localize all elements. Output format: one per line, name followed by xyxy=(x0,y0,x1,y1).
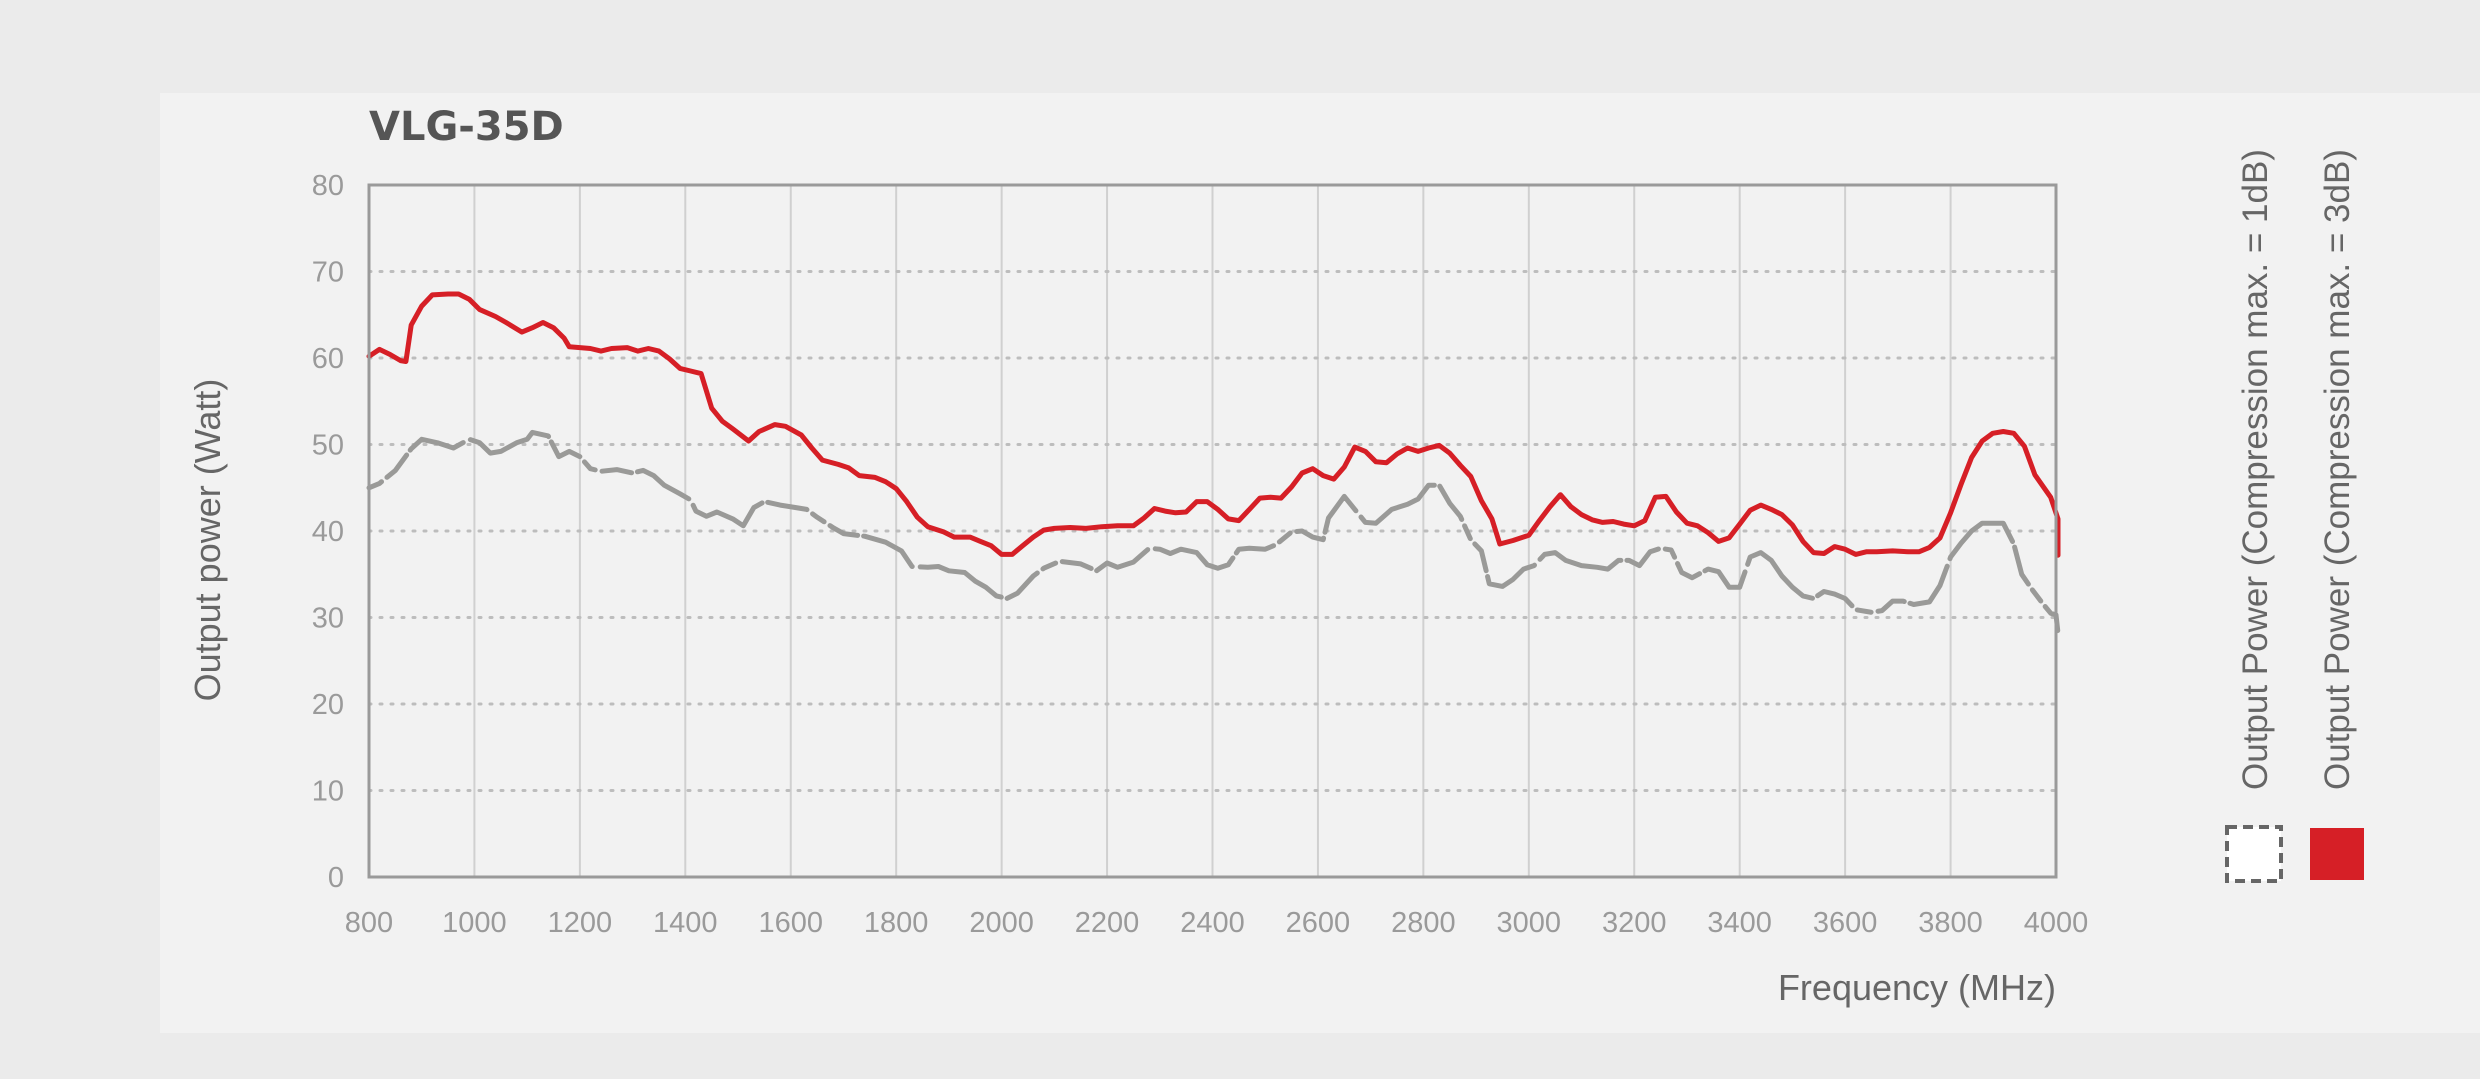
x-tick-label: 800 xyxy=(345,907,393,939)
series-line-3db xyxy=(366,291,2061,558)
x-tick-label: 3000 xyxy=(1497,907,1562,939)
x-tick-label: 2200 xyxy=(1075,907,1140,939)
chart-panel xyxy=(160,93,2480,1033)
x-tick-label: 3400 xyxy=(1707,907,1772,939)
x-tick-label: 2800 xyxy=(1391,907,1456,939)
x-tick-label: 1200 xyxy=(548,907,613,939)
x-tick-label: 4000 xyxy=(2024,907,2089,939)
x-tick-label: 1600 xyxy=(758,907,823,939)
y-tick-label: 70 xyxy=(312,257,344,289)
y-tick-label: 30 xyxy=(312,603,344,635)
tick-labels: 800 1000 1200 1400 1600 1800 2000 2200 2400 2600 2… xyxy=(312,170,2089,939)
chart-title: VLG-35D xyxy=(369,104,564,150)
y-tick-label: 0 xyxy=(328,862,344,894)
y-tick-label: 50 xyxy=(312,430,344,462)
y-axis-label: Output power (Watt) xyxy=(187,379,228,702)
x-axis-label: Frequency (MHz) xyxy=(1778,967,2056,1008)
y-tick-label: 20 xyxy=(312,689,344,721)
x-tick-label: 1000 xyxy=(442,907,507,939)
x-tick-label: 2000 xyxy=(969,907,1034,939)
series-layer xyxy=(366,291,2061,636)
x-tick-label: 3600 xyxy=(1813,907,1878,939)
legend-label: Output Power (Compression max. = 1dB) xyxy=(2236,149,2275,790)
y-tick-label: 80 xyxy=(312,170,344,202)
y-tick-label: 60 xyxy=(312,343,344,375)
y-tick-label: 10 xyxy=(312,776,344,808)
legend: Output Power (Compression max. = 1dB) Out… xyxy=(2225,149,2364,883)
legend-label: Output Power (Compression max. = 3dB) xyxy=(2318,149,2357,790)
plot-frame xyxy=(367,183,2058,879)
x-tick-label: 2600 xyxy=(1286,907,1351,939)
grid xyxy=(367,185,2058,877)
x-tick-label: 1800 xyxy=(864,907,929,939)
x-tick-label: 2400 xyxy=(1180,907,1245,939)
x-tick-label: 3800 xyxy=(1918,907,1983,939)
x-tick-label: 1400 xyxy=(653,907,718,939)
y-tick-label: 40 xyxy=(312,516,344,548)
x-tick-label: 3200 xyxy=(1602,907,1667,939)
legend-swatch xyxy=(2310,828,2364,880)
legend-swatch xyxy=(2225,825,2283,883)
series-line-1db xyxy=(366,429,2061,636)
